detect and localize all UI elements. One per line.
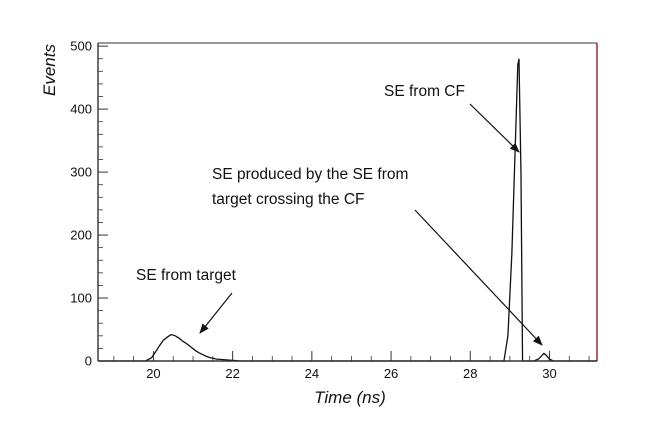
x-tick-label: 30 <box>542 366 556 381</box>
x-tick-label: 26 <box>384 366 398 381</box>
y-axis-ticks: 0 100 200 300 400 500 <box>70 39 108 369</box>
y-tick-label: 400 <box>70 102 92 117</box>
x-tick-label: 24 <box>305 366 319 381</box>
y-tick-label: 0 <box>85 354 92 369</box>
x-tick-label: 28 <box>463 366 477 381</box>
annotation-secondary-line-2: target crossing the CF <box>212 191 364 208</box>
y-tick-label: 500 <box>70 39 92 54</box>
annotation-arrow-secondary <box>414 209 543 346</box>
y-axis-title: Events <box>40 44 59 96</box>
y-tick-label: 100 <box>70 291 92 306</box>
annotation-arrow-se-from-target <box>199 292 233 334</box>
annotation-se-from-target: SE from target <box>136 267 237 284</box>
x-tick-label: 20 <box>146 366 160 381</box>
x-tick-label: 22 <box>225 366 239 381</box>
y-tick-label: 200 <box>70 228 92 243</box>
annotation-se-from-cf: SE from CF <box>384 83 465 100</box>
x-axis-ticks: 20 22 24 26 28 30 <box>113 351 590 381</box>
series-line <box>98 58 597 362</box>
annotation-secondary-line-1: SE produced by the SE from <box>212 166 408 183</box>
y-tick-label: 300 <box>70 165 92 180</box>
annotation-arrow-se-from-cf <box>469 103 520 153</box>
x-axis-title: Time (ns) <box>314 388 386 407</box>
